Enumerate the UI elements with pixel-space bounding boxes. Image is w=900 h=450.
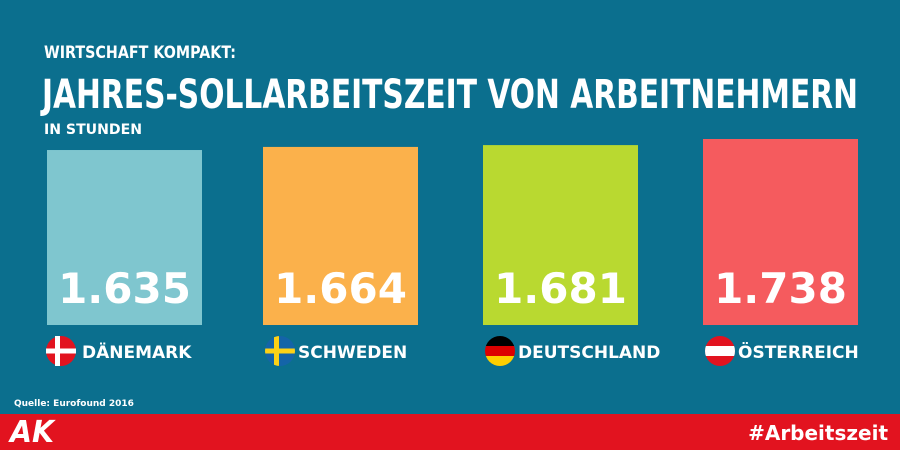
- kicker: WIRTSCHAFT KOMPAKT:: [44, 43, 236, 63]
- category-label: DEUTSCHLAND: [518, 343, 660, 363]
- value-label: 1.635: [58, 264, 191, 313]
- flag-austria: [705, 336, 735, 366]
- value-label: 1.681: [494, 264, 627, 313]
- value-label: 1.738: [714, 264, 847, 313]
- category-label: DÄNEMARK: [82, 341, 192, 363]
- bar: [483, 145, 638, 325]
- bar: [47, 150, 202, 325]
- flag-sweden: [265, 336, 295, 366]
- flag-denmark: [46, 336, 76, 366]
- subtitle: IN STUNDEN: [44, 122, 142, 138]
- chart-title: JAHRES-SOLLARBEITSZEIT VON ARBEITNEHMERN: [40, 72, 858, 118]
- hashtag: #Arbeitszeit: [748, 421, 888, 445]
- logo: AK: [8, 415, 56, 450]
- category-label: ÖSTERREICH: [738, 341, 859, 363]
- value-label: 1.664: [274, 264, 407, 313]
- footer-bar: [0, 414, 900, 450]
- bar: [703, 139, 858, 325]
- bar: [263, 146, 418, 325]
- category-label: SCHWEDEN: [298, 343, 407, 363]
- source: Quelle: Eurofound 2016: [14, 399, 134, 409]
- flag-germany: [485, 336, 515, 366]
